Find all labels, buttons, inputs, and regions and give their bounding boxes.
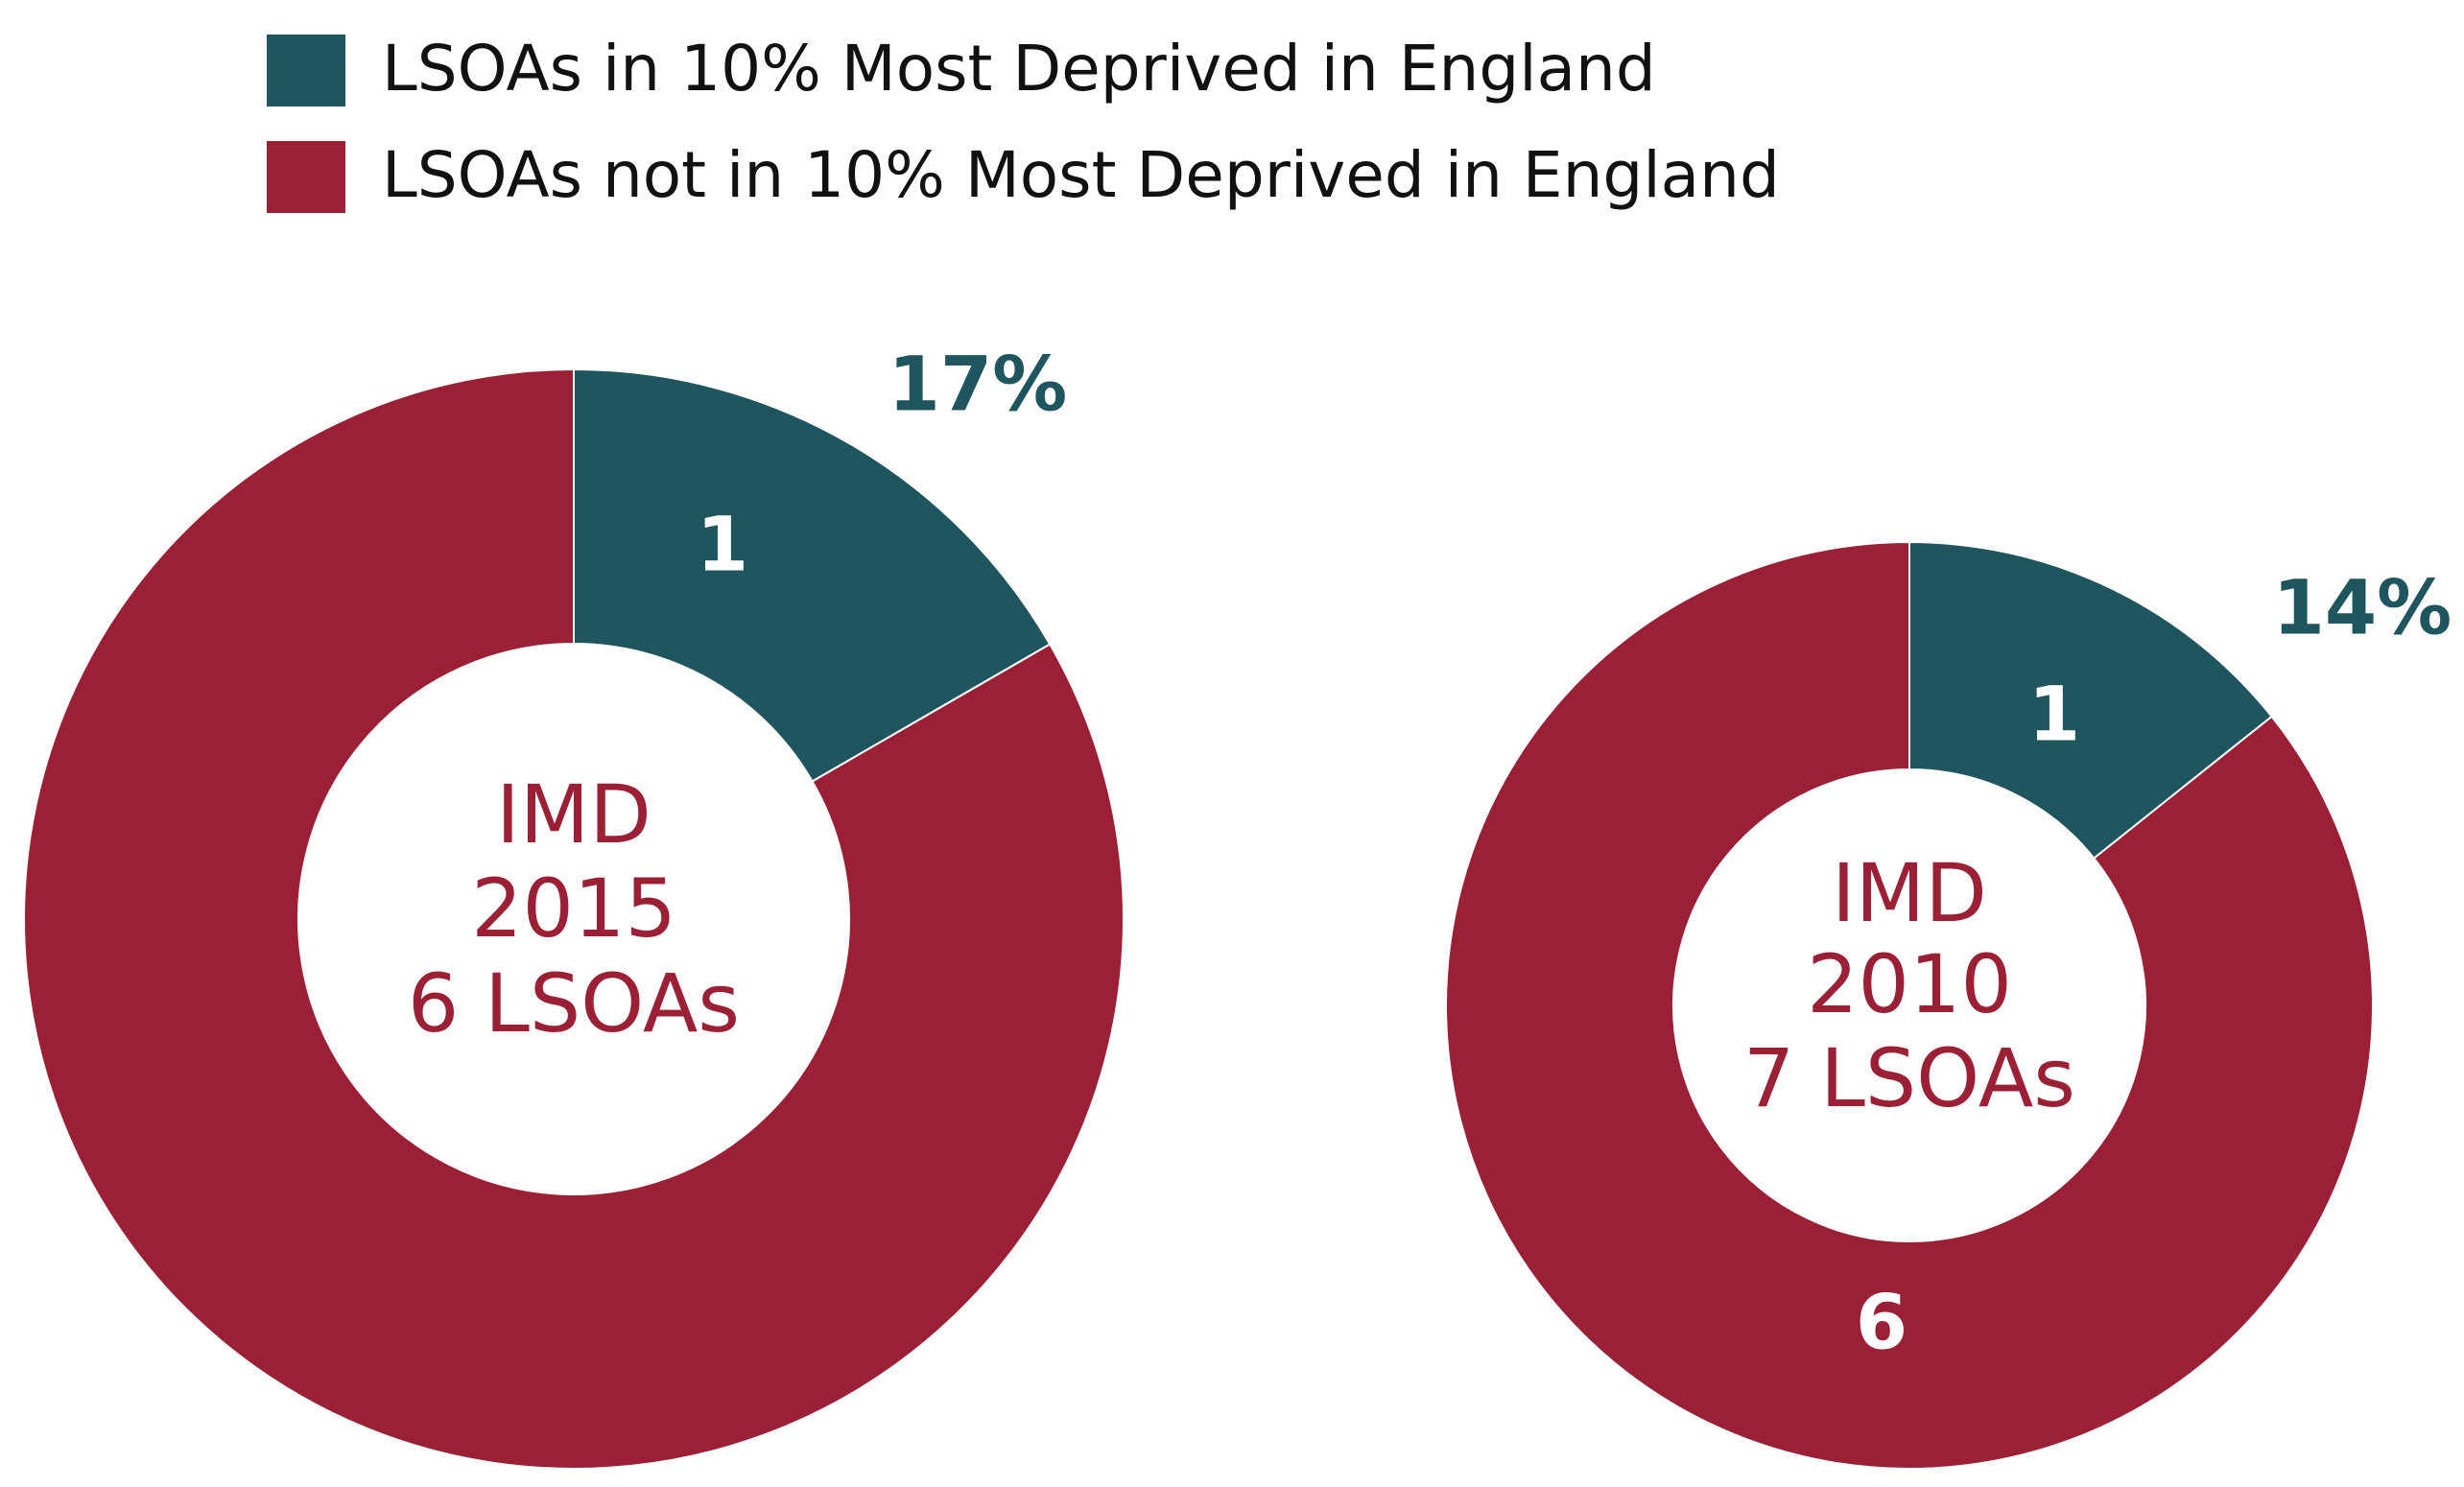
slice [23,367,1125,1470]
center-label: 6 LSOAs [408,956,740,1050]
value-label: 1 [2028,672,2080,758]
center-label: IMD [496,767,652,862]
legend-swatch [267,35,345,106]
percent-label: 17% [888,342,1068,428]
center-label: 7 LSOAs [1743,1031,2075,1125]
slice [1445,540,2374,1470]
legend-swatch [267,141,345,213]
center-label: 2015 [471,862,676,956]
legend-label: LSOAs in 10% Most Deprived in England [382,32,1656,106]
slice [573,367,1052,783]
slice [1908,540,2274,861]
value-label: 1 [697,502,748,588]
value-label: 6 [1856,1280,1907,1366]
center-label: IMD [1832,846,1987,940]
legend-label: LSOAs not in 10% Most Deprived in Englan… [382,138,1780,212]
percent-label: 14% [2273,565,2452,651]
center-label: 2010 [1807,937,2012,1031]
